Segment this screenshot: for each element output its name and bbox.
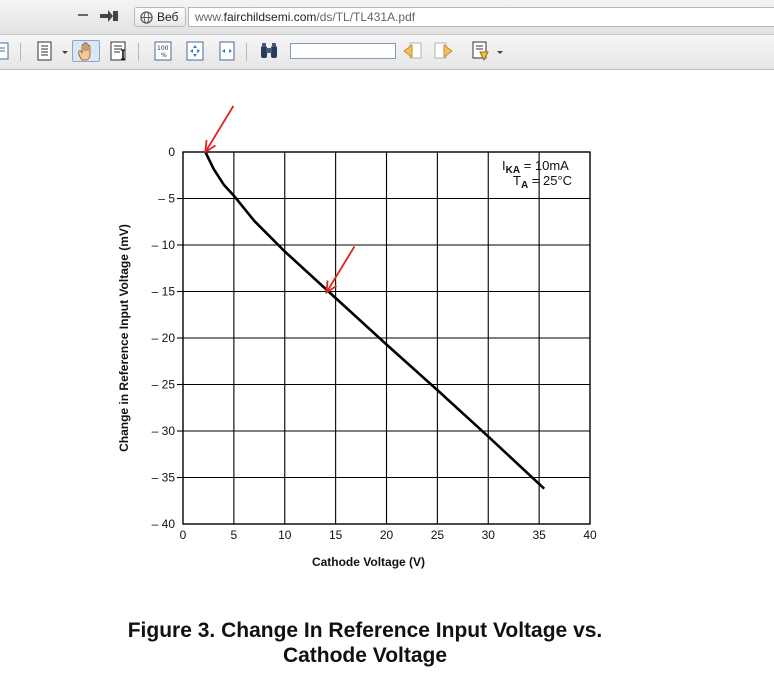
red-arrow-marker (325, 245, 356, 295)
x-tick-label: 5 (231, 528, 238, 542)
x-tick-labels: 0 5 10 15 20 25 30 35 40 (180, 528, 597, 542)
plot-frame (182, 151, 591, 525)
pdf-page: 0 – 5 – 10 – 15 – 20 – 25 – 30 – 35 – 40 0 5 10 15 2… (0, 70, 774, 699)
web-button-label: Веб (157, 10, 179, 24)
url-input[interactable]: www.fairchildsemi.com/ds/TL/TL431A.pdf (188, 7, 774, 27)
fit-page-icon[interactable] (184, 40, 206, 62)
series-line (204, 151, 546, 490)
x-axis-label: Cathode Voltage (V) (312, 555, 425, 569)
ta-symbol: T (513, 173, 521, 188)
x-tick-label: 0 (180, 528, 187, 542)
ika-value: = 10mA (520, 158, 569, 173)
y-tick-label: – 30 (152, 424, 176, 438)
x-tick-label: 35 (532, 528, 546, 542)
x-tick-label: 10 (278, 528, 292, 542)
figure-caption-line2: Cathode Voltage (282, 644, 448, 667)
y-tick-label: – 25 (152, 378, 176, 392)
annotation-arrows (204, 105, 356, 295)
x-tick-label: 25 (431, 528, 445, 542)
hand-tool-icon[interactable] (72, 40, 100, 62)
x-tick-label: 20 (380, 528, 394, 542)
x-tick-label: 40 (583, 528, 597, 542)
highlight-dropdown-icon[interactable] (497, 51, 503, 54)
binoculars-icon[interactable] (258, 40, 280, 62)
toolbar-separator (138, 43, 139, 61)
x-tick-label: 30 (482, 528, 496, 542)
svg-text:%: % (161, 52, 167, 59)
zoom-percent-icon[interactable]: 100% (152, 40, 174, 62)
page-layout-icon[interactable] (34, 40, 56, 62)
history-dropdown-icon[interactable] (78, 14, 88, 16)
y-tick-label: – 40 (152, 517, 176, 531)
x-tick-label: 15 (329, 528, 343, 542)
layout-dropdown-icon[interactable] (62, 51, 68, 54)
text-select-icon[interactable] (108, 40, 130, 62)
ta-value: = 25°C (528, 173, 572, 188)
go-arrow-icon[interactable] (100, 9, 118, 23)
web-search-button[interactable]: Веб (134, 7, 186, 27)
chart: 0 – 5 – 10 – 15 – 20 – 25 – 30 – 35 – 40 0 5 10 15 2… (117, 105, 597, 569)
ika-subscript: KA (506, 165, 520, 176)
address-bar: Веб www.fairchildsemi.com/ds/TL/TL431A.p… (0, 0, 774, 35)
condition-ika: IKA = 10mA (502, 158, 569, 176)
pdf-toolbar: 100% (0, 35, 774, 70)
y-axis-label: Change in Reference Input Voltage (mV) (117, 224, 131, 452)
condition-ta: TA = 25°C (513, 173, 572, 191)
svg-text:100: 100 (157, 45, 169, 52)
figure-caption-line1: Figure 3. Change In Reference Input Volt… (127, 619, 603, 642)
ta-subscript: A (521, 180, 528, 191)
find-next-icon[interactable] (432, 40, 454, 62)
y-tick-label: – 10 (152, 238, 176, 252)
globe-icon (140, 10, 153, 24)
url-prefix: www. (195, 10, 224, 24)
url-domain: fairchildsemi.com (223, 10, 317, 24)
y-tick-label: – 35 (152, 471, 176, 485)
chart-grid (177, 152, 590, 524)
ika-symbol: I (502, 158, 506, 173)
find-prev-icon[interactable] (402, 40, 424, 62)
fit-width-icon[interactable] (216, 40, 238, 62)
red-arrow-marker (204, 105, 235, 154)
highlight-icon[interactable] (470, 40, 492, 62)
y-tick-label: – 20 (152, 331, 176, 345)
page-icon[interactable] (0, 40, 14, 62)
y-tick-label: – 15 (152, 285, 176, 299)
url-path: /ds/TL/TL431A.pdf (316, 10, 416, 24)
toolbar-separator (20, 43, 21, 61)
y-tick-labels: 0 – 5 – 10 – 15 – 20 – 25 – 30 – 35 – 40 (152, 145, 176, 531)
y-tick-label: – 5 (158, 192, 175, 206)
toolbar-separator (246, 43, 247, 61)
y-tick-label: 0 (168, 145, 175, 159)
find-input[interactable] (290, 43, 396, 59)
